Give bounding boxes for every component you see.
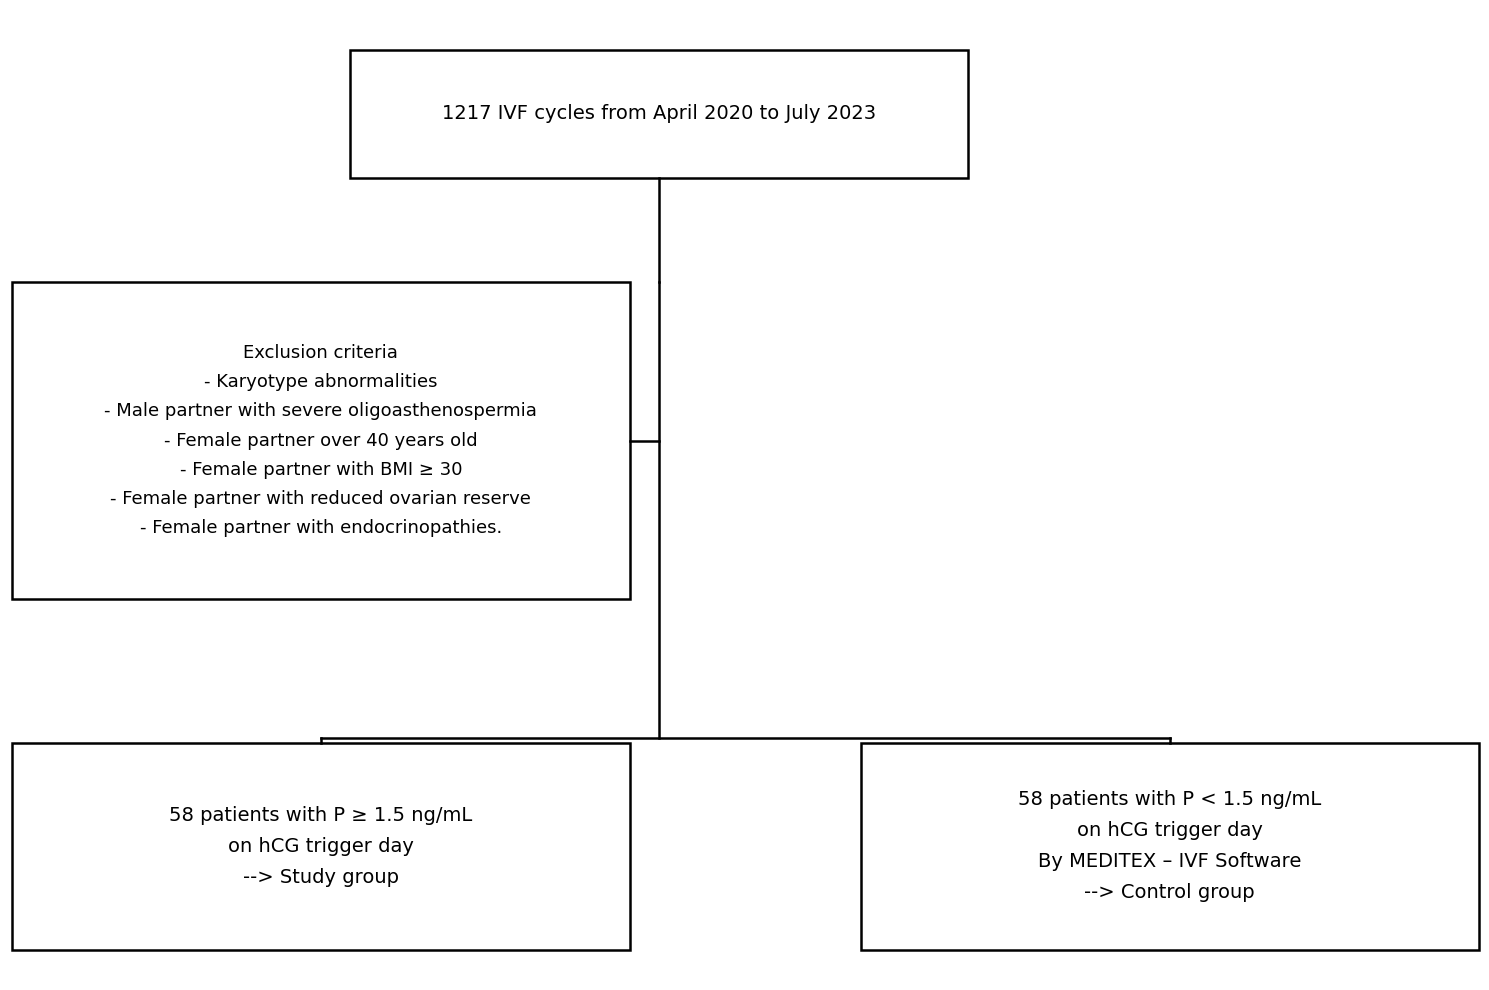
Text: Exclusion criteria
- Karyotype abnormalities
- Male partner with severe oligoast: Exclusion criteria - Karyotype abnormali… <box>104 344 538 538</box>
FancyBboxPatch shape <box>12 282 630 599</box>
FancyBboxPatch shape <box>12 742 630 950</box>
Text: 58 patients with P < 1.5 ng/mL
on hCG trigger day
By MEDITEX – IVF Software
--> : 58 patients with P < 1.5 ng/mL on hCG tr… <box>1018 790 1321 903</box>
Text: 1217 IVF cycles from April 2020 to July 2023: 1217 IVF cycles from April 2020 to July … <box>442 104 876 124</box>
FancyBboxPatch shape <box>861 742 1479 950</box>
FancyBboxPatch shape <box>350 50 968 178</box>
Text: 58 patients with P ≥ 1.5 ng/mL
on hCG trigger day
--> Study group: 58 patients with P ≥ 1.5 ng/mL on hCG tr… <box>170 806 472 887</box>
